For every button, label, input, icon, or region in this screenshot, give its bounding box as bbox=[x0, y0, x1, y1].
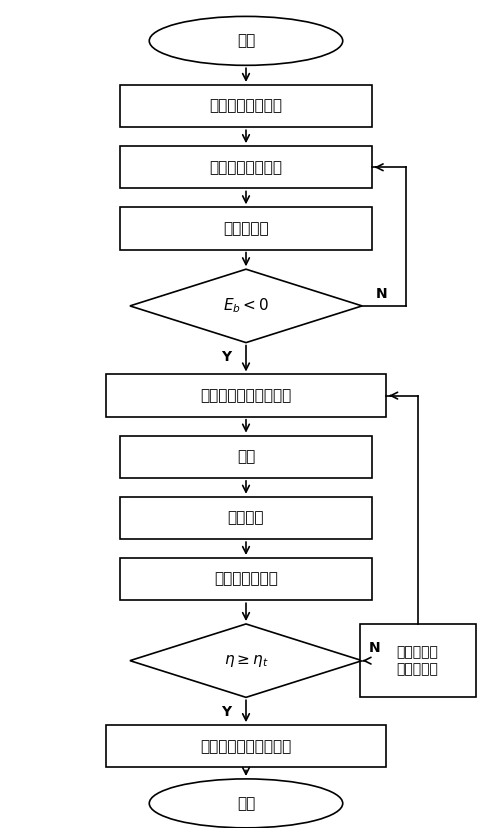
Bar bbox=[120, 146, 372, 189]
Text: 输出热整流器结构参数: 输出热整流器结构参数 bbox=[200, 739, 292, 754]
Text: 选定薄膜基体材料: 选定薄膜基体材料 bbox=[210, 99, 282, 114]
Bar bbox=[120, 85, 372, 127]
Text: Y: Y bbox=[221, 350, 232, 364]
Bar bbox=[106, 374, 386, 417]
Bar bbox=[120, 436, 372, 478]
Bar bbox=[120, 497, 372, 539]
Text: 建立薄膜分子结构模型: 建立薄膜分子结构模型 bbox=[200, 388, 292, 404]
Bar bbox=[360, 624, 476, 697]
Polygon shape bbox=[130, 624, 362, 697]
Text: 弛豫: 弛豫 bbox=[237, 449, 255, 464]
Text: 施加热流: 施加热流 bbox=[228, 511, 264, 526]
Bar bbox=[120, 558, 372, 601]
Text: Y: Y bbox=[221, 705, 232, 719]
Polygon shape bbox=[130, 270, 362, 343]
Text: $E_b < 0$: $E_b < 0$ bbox=[223, 296, 269, 315]
Text: N: N bbox=[375, 287, 387, 300]
Text: N: N bbox=[369, 641, 380, 656]
Text: 结合能计算: 结合能计算 bbox=[223, 221, 269, 236]
Text: 匹配内嵌纳米材料: 匹配内嵌纳米材料 bbox=[210, 160, 282, 175]
Ellipse shape bbox=[149, 779, 343, 828]
Bar bbox=[106, 725, 386, 767]
Ellipse shape bbox=[149, 17, 343, 66]
Bar bbox=[120, 207, 372, 250]
Text: $\eta \geq \eta_t$: $\eta \geq \eta_t$ bbox=[224, 652, 268, 669]
Text: 热性能参数计算: 热性能参数计算 bbox=[214, 572, 278, 587]
Text: 开始: 开始 bbox=[237, 33, 255, 48]
Text: 结束: 结束 bbox=[237, 796, 255, 811]
Text: 调整内嵌结
构不对称性: 调整内嵌结 构不对称性 bbox=[397, 646, 439, 676]
